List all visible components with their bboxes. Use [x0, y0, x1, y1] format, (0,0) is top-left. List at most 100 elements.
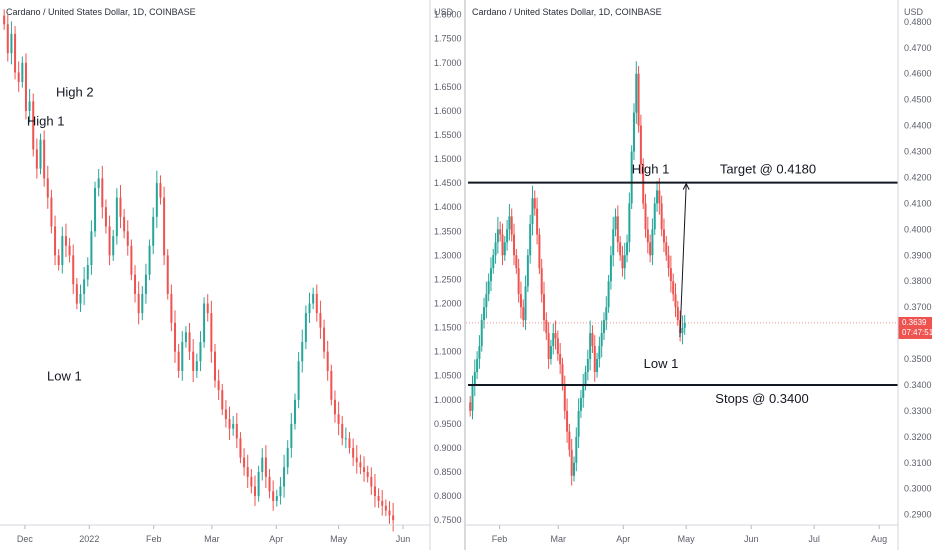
candle-body — [582, 384, 585, 398]
candle-body — [473, 371, 476, 385]
chart-pane-right[interactable]: Cardano / United States Dollar, 1D, COIN… — [466, 7, 932, 544]
y-tick-label: 0.4200 — [904, 172, 932, 182]
candle-body — [90, 231, 93, 265]
candle-body — [293, 399, 296, 424]
y-tick-label: 1.0000 — [434, 395, 462, 405]
candle-body — [290, 423, 293, 448]
y-tick-label: 0.9500 — [434, 419, 462, 429]
candle-body — [483, 307, 486, 321]
candle-body — [355, 457, 358, 463]
candles — [469, 61, 686, 486]
candle-body — [653, 203, 656, 230]
candle-body — [46, 178, 49, 198]
candle-body — [203, 303, 206, 343]
candle-body — [181, 342, 184, 371]
candle-body — [137, 293, 140, 314]
y-tick-label: 0.7500 — [434, 515, 462, 525]
candle-body — [275, 496, 278, 501]
candle-body — [286, 447, 289, 468]
candle-body — [6, 24, 9, 54]
candle-body — [54, 226, 57, 256]
candle-body — [392, 515, 395, 521]
y-tick-label: 1.8000 — [434, 10, 462, 20]
x-axis[interactable]: Feb Mar Apr May Jun Jul Aug — [492, 525, 887, 544]
y-axis[interactable]: 1.8000 1.7500 1.7000 1.6500 1.6000 1.5500 1.50… — [434, 10, 462, 526]
candle-body — [195, 361, 198, 371]
candle-body — [72, 255, 75, 285]
candle-body — [28, 101, 31, 111]
candle-body — [112, 236, 115, 256]
candle-body — [515, 255, 518, 269]
candle-body — [563, 384, 566, 411]
candle-body — [141, 293, 144, 314]
candle-body — [602, 320, 605, 334]
candle-body — [50, 197, 53, 227]
y-axis[interactable]: 0.4800 0.4700 0.4600 0.4500 0.4400 0.4300 0.42… — [904, 17, 932, 520]
candle-body — [573, 462, 575, 476]
candle-body — [554, 333, 557, 339]
y-tick-label: 0.4800 — [904, 17, 932, 27]
y-tick-label: 1.3500 — [434, 226, 462, 236]
y-tick-label: 1.5500 — [434, 130, 462, 140]
candle-body — [217, 380, 220, 391]
candle-body — [651, 229, 654, 256]
candle-body — [501, 234, 504, 256]
candle-body — [536, 208, 539, 235]
candle-body — [658, 190, 661, 204]
chart-title: Cardano / United States Dollar, 1D, COIN… — [6, 7, 196, 17]
candle-body — [384, 505, 387, 511]
candle-body — [513, 234, 516, 256]
candle-body — [637, 73, 640, 126]
y-tick-label: 0.9000 — [434, 443, 462, 453]
candle-body — [591, 333, 594, 347]
candle-body — [304, 313, 307, 343]
candle-body — [626, 242, 629, 256]
chart-pane-left[interactable]: Cardano / United States Dollar, 1D, COIN… — [3, 7, 462, 544]
candle-body — [672, 281, 675, 295]
candle-body — [545, 320, 548, 334]
x-axis[interactable]: Dec 2022 Feb Mar Apr May Jun — [17, 525, 410, 544]
horizontal-levels[interactable]: Target @ 0.4180 Stops @ 0.3400 — [466, 162, 898, 406]
candle-body — [14, 33, 17, 73]
candle-body — [492, 255, 495, 269]
candle-body — [519, 294, 522, 308]
candle-body — [206, 303, 209, 314]
x-tick-label: May — [678, 534, 696, 544]
level-label: Target @ 0.4180 — [720, 162, 816, 177]
candle-body — [529, 224, 532, 256]
arrow-head-icon — [682, 182, 690, 190]
candle-body — [239, 438, 242, 458]
candle-body — [315, 293, 318, 314]
candle-body — [344, 438, 347, 440]
y-tick-label: 0.4300 — [904, 147, 932, 157]
candle-body — [506, 229, 509, 243]
candle-body — [632, 112, 635, 152]
x-tick-label: Jun — [744, 534, 759, 544]
candle-body — [524, 286, 527, 321]
y-tick-label: 0.3300 — [904, 406, 932, 416]
countdown-label: 07:47:51 — [902, 328, 932, 337]
candle-body — [549, 346, 552, 360]
candle-body — [377, 496, 380, 501]
candle-body — [144, 274, 147, 294]
candle-body — [330, 370, 333, 400]
candle-body — [614, 216, 617, 230]
candle-body — [556, 338, 559, 354]
candle-body — [577, 410, 580, 437]
candle-body — [272, 491, 275, 501]
x-tick-label: Dec — [17, 534, 34, 544]
candle-body — [94, 187, 97, 232]
candle-body — [619, 242, 622, 256]
candle-body — [192, 351, 195, 371]
annotation-label: High 2 — [56, 84, 94, 99]
candle-body — [221, 390, 224, 410]
candle-body — [499, 229, 502, 235]
candle-body — [312, 293, 315, 304]
candle-body — [253, 486, 256, 497]
x-tick-label: Feb — [492, 534, 508, 544]
candle-body — [370, 476, 373, 487]
candle-body — [319, 313, 322, 328]
x-tick-label: May — [330, 534, 348, 544]
x-tick-label: Apr — [269, 534, 283, 544]
candle-body — [348, 438, 351, 448]
